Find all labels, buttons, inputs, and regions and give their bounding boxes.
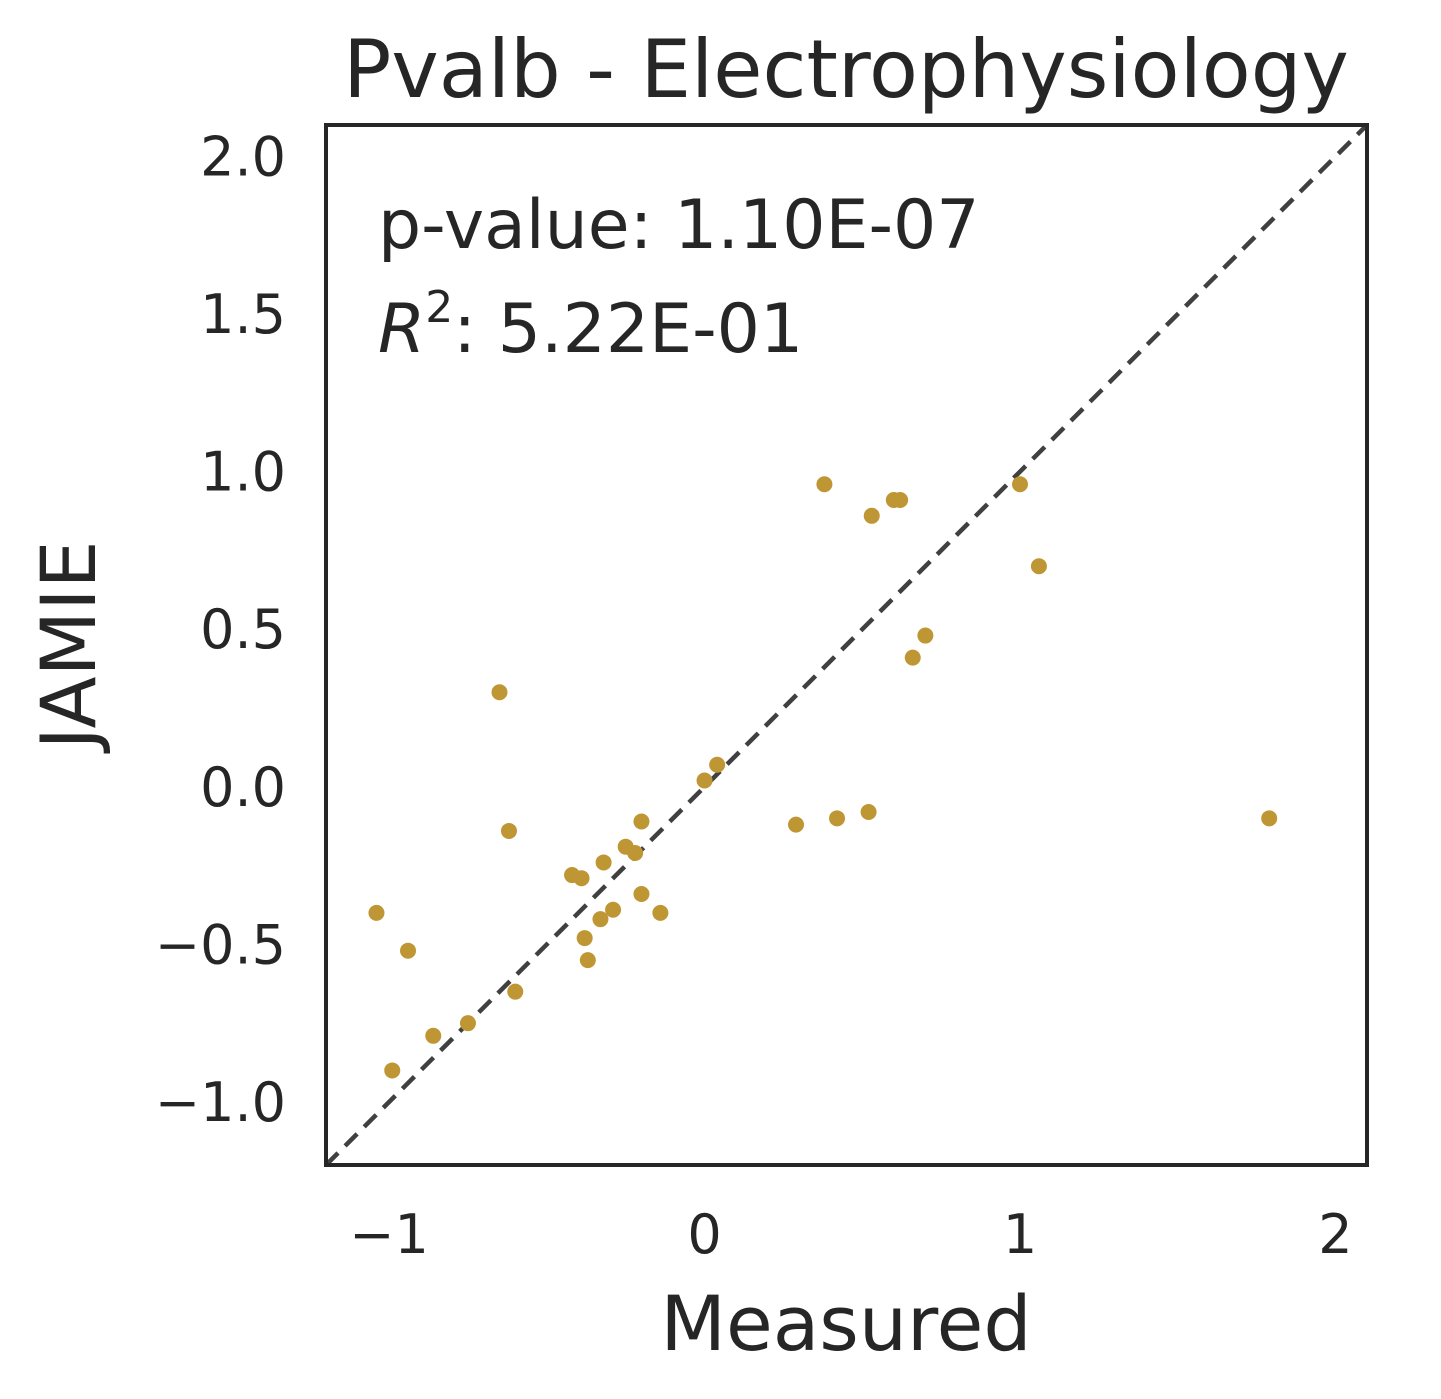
x-tick-label: 1 <box>1003 1203 1037 1266</box>
scatter-point <box>573 870 590 887</box>
scatter-point <box>633 813 650 830</box>
scatter-point <box>425 1027 442 1044</box>
scatter-point <box>384 1062 401 1079</box>
scatter-point <box>917 627 934 644</box>
scatter-point <box>500 822 517 839</box>
y-tick-label: 1.0 <box>200 441 286 504</box>
r-squared-value: : 5.22E-01 <box>453 290 803 369</box>
p-value-annotation: p-value: 1.10E-07 <box>378 186 980 265</box>
y-tick-label: 2.0 <box>200 126 286 189</box>
x-tick-label: 2 <box>1318 1203 1352 1266</box>
x-axis-ticks: −1 0 1 2 <box>349 1203 1352 1266</box>
y-tick-label: 0.0 <box>200 756 286 819</box>
scatter-point <box>595 854 612 871</box>
scatter-point <box>904 649 921 666</box>
plot-frame <box>324 123 1369 1167</box>
r-squared-annotation: R2: 5.22E-01 <box>378 282 803 369</box>
scatter-point <box>592 911 609 928</box>
scatter-point <box>579 952 596 969</box>
scatter-point <box>860 804 877 821</box>
plot-area <box>324 123 1369 1167</box>
scatter-point <box>1030 558 1047 575</box>
y-tick-label: 0.5 <box>200 598 286 661</box>
scatter-point <box>652 904 669 921</box>
y-tick-label: 1.5 <box>200 283 286 346</box>
chart-title: Pvalb - Electrophysiology <box>343 23 1349 116</box>
y-axis-label: JAMIE <box>24 540 113 753</box>
identity-line <box>324 123 1369 1167</box>
scatter-point <box>400 942 417 959</box>
scatter-point <box>696 772 713 789</box>
r-squared-exponent: 2 <box>425 282 453 333</box>
scatter-point <box>491 684 508 701</box>
scatter-point <box>709 756 726 773</box>
scatter-point <box>633 885 650 902</box>
x-tick-label: −1 <box>349 1203 429 1266</box>
scatter-point <box>1261 810 1278 827</box>
scatter-point <box>459 1015 476 1032</box>
scatter-point <box>627 845 644 861</box>
scatter-point <box>892 492 909 509</box>
scatter-point <box>863 507 880 524</box>
scatter-point <box>605 901 622 918</box>
scatter-point <box>788 816 805 833</box>
scatter-point <box>816 476 833 493</box>
scatter-point <box>1012 476 1028 493</box>
scatter-point <box>829 810 846 827</box>
scatter-point <box>576 930 593 947</box>
x-axis-label: Measured <box>660 1279 1031 1368</box>
x-tick-label: 0 <box>687 1203 721 1266</box>
y-tick-label: −1.0 <box>155 1071 286 1134</box>
r-squared-symbol: R <box>378 290 425 369</box>
scatter-point <box>368 904 385 921</box>
y-tick-label: −0.5 <box>155 913 286 976</box>
y-axis-ticks: −1.0 −0.5 0.0 0.5 1.0 1.5 2.0 <box>155 126 286 1134</box>
scatter-point <box>507 983 524 1000</box>
